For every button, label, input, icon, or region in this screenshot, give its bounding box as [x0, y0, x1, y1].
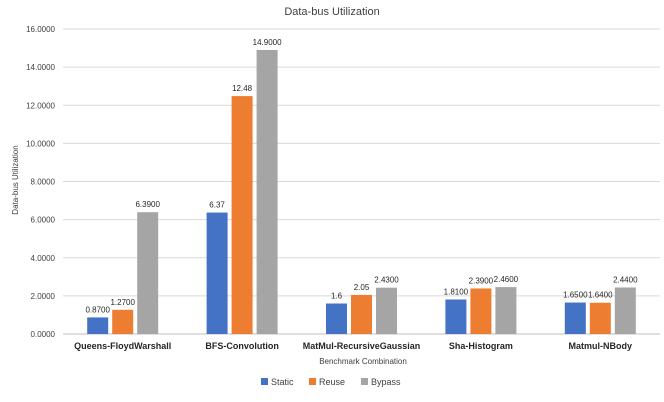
data-label: 14.9000 [253, 38, 282, 47]
bars [87, 49, 636, 334]
bar-bypass-0 [137, 212, 159, 334]
category-label: Sha-Histogram [449, 341, 513, 351]
x-axis-title: Benchmark Combination [319, 357, 407, 366]
data-label: 12.48 [232, 84, 253, 93]
bar-static-4 [564, 302, 586, 334]
bar-reuse-2 [351, 294, 372, 334]
legend-swatch [309, 378, 316, 385]
y-axis-title: Data-bus Utilization [11, 145, 20, 214]
legend-label: Bypass [371, 377, 401, 387]
y-tick-label: 16.0000 [26, 25, 55, 34]
bar-reuse-0 [112, 309, 134, 334]
bar-static-1 [206, 212, 228, 334]
legend-item-bypass: Bypass [361, 377, 401, 387]
data-label: 1.8100 [444, 287, 469, 296]
chart-title: Data-bus Utilization [284, 6, 379, 18]
data-label: 1.2700 [110, 298, 135, 307]
bar-bypass-2 [376, 287, 397, 334]
y-tick-label: 12.0000 [26, 101, 55, 110]
bar-static-2 [326, 303, 347, 334]
y-tick-label: 4.0000 [31, 254, 56, 263]
data-label: 6.37 [209, 201, 225, 210]
legend-item-static: Static [261, 377, 294, 387]
bar-static-3 [445, 299, 467, 334]
y-tick-label: 8.0000 [31, 178, 56, 187]
legend-swatch [361, 378, 368, 385]
legend-swatch [261, 378, 268, 385]
y-tick-label: 6.0000 [31, 216, 56, 225]
gridlines [63, 28, 660, 335]
bar-bypass-4 [614, 287, 636, 334]
legend: Static Reuse Bypass [261, 377, 401, 387]
x-axis-categories: Queens-FloydWarshall BFS-Convolution MatMu… [74, 341, 632, 351]
data-label: 0.8700 [85, 305, 110, 314]
y-tick-label: 14.0000 [26, 63, 55, 72]
data-label: 2.3900 [469, 276, 494, 285]
data-label: 2.4600 [494, 275, 519, 284]
category-label: MatMul-RecursiveGaussian [303, 341, 421, 351]
legend-label: Reuse [319, 377, 345, 387]
bar-reuse-3 [470, 288, 492, 334]
category-label: Matmul-NBody [569, 341, 633, 351]
y-tick-label: 10.0000 [26, 139, 55, 148]
data-label: 1.6400 [588, 291, 613, 300]
y-axis-ticks: 0.0000 2.0000 4.0000 6.0000 8.0000 10.0000 12.… [26, 25, 55, 339]
bar-reuse-1 [231, 96, 253, 334]
data-label: 2.05 [354, 283, 370, 292]
data-label: 6.3900 [135, 200, 160, 209]
bar-static-0 [87, 317, 109, 334]
bar-bypass-3 [495, 287, 517, 334]
data-label: 1.6500 [563, 291, 588, 300]
data-label: 2.4400 [613, 275, 638, 284]
legend-label: Static [271, 377, 294, 387]
data-label: 2.4300 [374, 276, 399, 285]
y-tick-label: 0.0000 [31, 330, 56, 339]
legend-item-reuse: Reuse [309, 377, 345, 387]
category-label: Queens-FloydWarshall [74, 341, 171, 351]
bar-reuse-4 [589, 302, 611, 334]
y-tick-label: 2.0000 [31, 292, 56, 301]
data-label: 1.6 [331, 292, 343, 301]
category-label: BFS-Convolution [205, 341, 279, 351]
bar-bypass-1 [256, 49, 278, 334]
